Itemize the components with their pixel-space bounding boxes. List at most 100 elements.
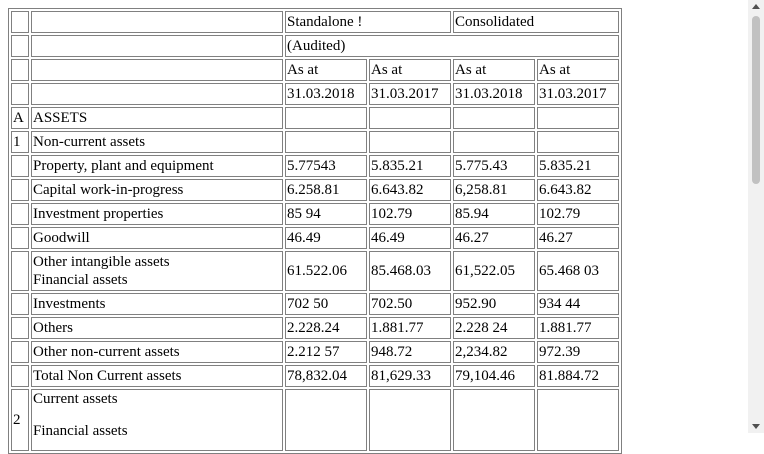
cell: 85.94 <box>453 203 535 225</box>
cell: Goodwill <box>31 227 283 249</box>
table-row: Investment properties 85 94 102.79 85.94 102… <box>11 203 619 225</box>
table-wrap: Standalone ! Consolidated (Audited) As at As… <box>8 8 622 454</box>
cell <box>11 179 29 201</box>
row-label: Other intangible assets <box>33 254 170 270</box>
cell <box>11 317 29 339</box>
cell: 5.77543 <box>285 155 367 177</box>
cell <box>11 11 29 33</box>
cell: 46.49 <box>369 227 451 249</box>
cell: 6,258.81 <box>453 179 535 201</box>
row-label: Others <box>33 320 73 336</box>
row-label: Current assets <box>33 391 118 407</box>
cell: 102.79 <box>537 203 619 225</box>
cell: 6.643.82 <box>537 179 619 201</box>
table-row: 2 Current assets Financial assets <box>11 389 619 451</box>
cell: 31.03.2017 <box>369 83 451 105</box>
cell <box>11 251 29 291</box>
cell: 46.49 <box>285 227 367 249</box>
cell <box>537 107 619 129</box>
cell: 65.468 03 <box>537 251 619 291</box>
table-row: Other intangible assets Financial assets 6… <box>11 251 619 291</box>
cell: 934 44 <box>537 293 619 315</box>
table-row: Capital work-in-progress 6.258.81 6.643.82… <box>11 179 619 201</box>
cell: 79,104.46 <box>453 365 535 387</box>
cell: 2,234.82 <box>453 341 535 363</box>
cell <box>31 59 283 81</box>
cell: 2 <box>11 389 29 451</box>
cell: 6.258.81 <box>285 179 367 201</box>
cell: 46.27 <box>537 227 619 249</box>
cell <box>11 341 29 363</box>
cell: 85 94 <box>285 203 367 225</box>
cell: Property, plant and equipment <box>31 155 283 177</box>
table-row: Property, plant and equipment 5.77543 5.83… <box>11 155 619 177</box>
cell: ASSETS <box>31 107 283 129</box>
table-row: Investments 702 50 702.50 952.90 934 44 <box>11 293 619 315</box>
cell: Others <box>31 317 283 339</box>
cell <box>11 203 29 225</box>
cell: 46.27 <box>453 227 535 249</box>
cell: Current assets Financial assets <box>31 389 283 451</box>
table-row: Other non-current assets 2.212 57 948.72 2,… <box>11 341 619 363</box>
cell <box>11 227 29 249</box>
cell <box>31 35 283 57</box>
cell <box>11 293 29 315</box>
cell <box>453 131 535 153</box>
cell: 31.03.2017 <box>537 83 619 105</box>
cell: Non-current assets <box>31 131 283 153</box>
cell: 5.835.21 <box>369 155 451 177</box>
cell: 31.03.2018 <box>453 83 535 105</box>
cell <box>11 365 29 387</box>
scrollbar[interactable] <box>748 0 764 433</box>
cell <box>11 35 29 57</box>
cell: 2.228.24 <box>285 317 367 339</box>
row-label: ASSETS <box>33 110 88 126</box>
table-row: Goodwill 46.49 46.49 46.27 46.27 <box>11 227 619 249</box>
cell: As at <box>285 59 367 81</box>
cell: Capital work-in-progress <box>31 179 283 201</box>
cell: 102.79 <box>369 203 451 225</box>
table-row: As at As at As at As at <box>11 59 619 81</box>
cell: 952.90 <box>453 293 535 315</box>
cell <box>369 389 451 451</box>
row-label: Financial assets <box>33 423 128 439</box>
cell <box>31 83 283 105</box>
cell: 1.881.77 <box>537 317 619 339</box>
scroll-down[interactable] <box>752 424 760 429</box>
table-row: Standalone ! Consolidated <box>11 11 619 33</box>
row-label: Property, plant and equipment <box>33 158 214 174</box>
row-label: Capital work-in-progress <box>33 182 184 198</box>
scroll-thumb[interactable] <box>752 16 760 184</box>
cell: 85.468.03 <box>369 251 451 291</box>
page: Standalone ! Consolidated (Audited) As at As… <box>8 0 764 454</box>
cell: 702.50 <box>369 293 451 315</box>
cell <box>453 107 535 129</box>
cell: Other intangible assets Financial assets <box>31 251 283 291</box>
cell: 81.884.72 <box>537 365 619 387</box>
cell: 78,832.04 <box>285 365 367 387</box>
table-row: 1 Non-current assets <box>11 131 619 153</box>
cell: Investments <box>31 293 283 315</box>
cell: 1 <box>11 131 29 153</box>
cell: Other non-current assets <box>31 341 283 363</box>
table-row: Total Non Current assets 78,832.04 81,629.… <box>11 365 619 387</box>
cell: As at <box>369 59 451 81</box>
row-label: Investment properties <box>33 206 164 222</box>
row-label: Goodwill <box>33 230 90 246</box>
scroll-up[interactable] <box>752 4 760 9</box>
cell <box>537 389 619 451</box>
cell <box>285 389 367 451</box>
cell: Standalone ! <box>285 11 451 33</box>
row-label: Total Non Current assets <box>33 368 182 384</box>
row-label: Non-current assets <box>33 134 146 150</box>
cell: 61.522.06 <box>285 251 367 291</box>
cell: 81,629.33 <box>369 365 451 387</box>
cell <box>11 83 29 105</box>
cell <box>537 131 619 153</box>
cell: 31.03.2018 <box>285 83 367 105</box>
cell: 61,522.05 <box>453 251 535 291</box>
cell <box>285 131 367 153</box>
cell: 948.72 <box>369 341 451 363</box>
cell: 702 50 <box>285 293 367 315</box>
cell: Total Non Current assets <box>31 365 283 387</box>
